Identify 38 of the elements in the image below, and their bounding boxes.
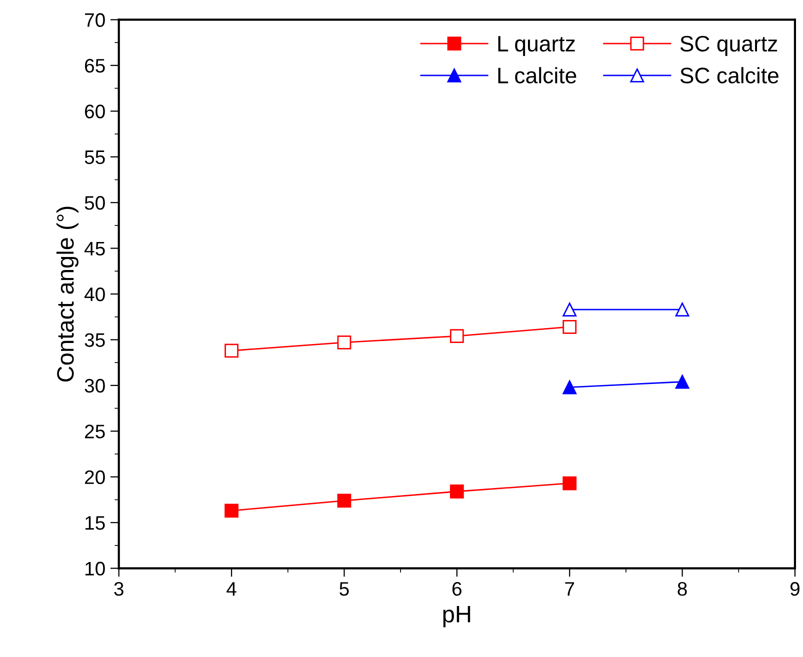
y-tick-label: 45 <box>84 242 105 256</box>
legend-label: SC calcite <box>680 67 778 84</box>
x-tick-label: 6 <box>452 582 462 596</box>
y-tick-label: 10 <box>86 562 105 576</box>
point <box>224 504 238 518</box>
point <box>562 380 577 394</box>
point <box>562 476 577 490</box>
y-tick-label: 15 <box>86 516 105 530</box>
y-axis-title: Contact angle (°) <box>56 206 78 382</box>
y-tick-label: 30 <box>84 378 105 393</box>
point <box>675 302 690 316</box>
x-axis-title: pH <box>443 606 470 628</box>
y-tick-label: 50 <box>84 196 105 210</box>
x-tick-label: 3 <box>114 582 124 596</box>
point <box>450 484 464 498</box>
legend-label: L quartz <box>498 36 575 56</box>
x-tick-label: 8 <box>678 582 687 596</box>
point <box>337 336 352 350</box>
x-tick-label: 5 <box>340 582 349 596</box>
y-tick-label: 65 <box>85 58 105 73</box>
legend-label: SC quartz <box>680 36 778 56</box>
y-tick-label: 55 <box>84 150 105 164</box>
y-tick-label: 40 <box>84 287 105 302</box>
point <box>337 494 352 508</box>
y-tick-label: 20 <box>85 470 105 484</box>
y-tick-label: 70 <box>85 13 105 27</box>
y-tick-label: 25 <box>85 424 105 438</box>
point <box>675 374 690 389</box>
point <box>450 329 464 344</box>
x-tick-label: 4 <box>226 582 236 596</box>
point <box>562 320 577 334</box>
y-tick-label: 35 <box>84 333 105 347</box>
y-tick-label: 60 <box>85 104 105 118</box>
point <box>224 344 238 358</box>
point <box>562 302 577 316</box>
x-tick-label: 7 <box>565 582 574 596</box>
x-tick-label: 9 <box>790 582 800 596</box>
legend-label: L calcite <box>498 67 576 84</box>
